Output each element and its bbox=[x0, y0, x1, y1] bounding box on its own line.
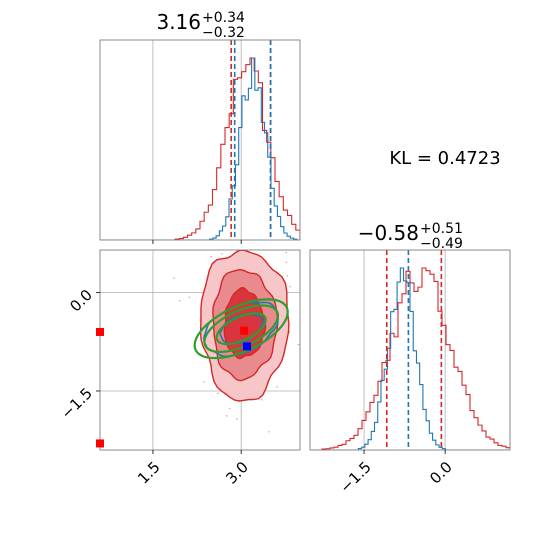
sample-dot bbox=[283, 235, 285, 237]
tick-label-param2-0: −1.5 bbox=[336, 458, 374, 496]
sample-dot bbox=[173, 277, 175, 279]
title-param2-lower: −0.49 bbox=[420, 236, 463, 252]
histogram-red-param2 bbox=[310, 267, 510, 450]
marker-0 bbox=[240, 326, 249, 335]
marker-2 bbox=[96, 327, 104, 336]
sample-dot bbox=[236, 418, 238, 420]
title-param1-value: 3.16 bbox=[156, 10, 201, 34]
histogram-panel-param2: −1.5 0.0 bbox=[309, 249, 511, 497]
sample-dot bbox=[221, 253, 223, 255]
title-param2-upper: +0.51 bbox=[420, 221, 463, 237]
sample-dot bbox=[276, 386, 278, 388]
frame-joint bbox=[99, 249, 301, 451]
sample-dot bbox=[245, 248, 247, 250]
sample-dot bbox=[285, 251, 287, 254]
sample-dot bbox=[197, 187, 199, 189]
sample-dot bbox=[268, 430, 270, 433]
histogram-blue-param1 bbox=[100, 57, 300, 240]
green-contour-1 bbox=[203, 304, 280, 354]
sample-dot bbox=[217, 392, 219, 395]
histogram-panel-param1 bbox=[99, 39, 301, 244]
sample-dot bbox=[188, 296, 191, 299]
title-param2: −0.58 +0.51 −0.49 bbox=[358, 221, 463, 252]
histogram-blue-param2 bbox=[310, 267, 510, 450]
tick-label-param2-1: 0.0 bbox=[426, 458, 456, 488]
sample-dot bbox=[316, 370, 318, 372]
sample-dot bbox=[178, 299, 181, 302]
sample-dot bbox=[246, 219, 248, 221]
marker-1 bbox=[243, 342, 252, 351]
sample-dot bbox=[285, 261, 288, 264]
sample-dot bbox=[226, 415, 228, 417]
title-param1: 3.16 +0.34 −0.32 bbox=[156, 10, 245, 41]
sample-dot bbox=[199, 235, 201, 237]
sample-dot bbox=[246, 212, 248, 214]
kl-annotation: KL = 0.4723 bbox=[389, 148, 500, 169]
sample-dot bbox=[256, 206, 258, 208]
frame-param1 bbox=[99, 39, 301, 241]
sample-dot bbox=[210, 255, 212, 258]
marker-3 bbox=[96, 439, 104, 448]
joint-tick-label-y-1: −1.5 bbox=[58, 384, 96, 422]
frame-param2 bbox=[309, 249, 511, 451]
green-contour-0 bbox=[215, 312, 267, 346]
joint-tick-label-y-0: 0.0 bbox=[66, 286, 96, 316]
sample-dot bbox=[246, 453, 248, 455]
sample-dot bbox=[302, 269, 304, 271]
title-param1-upper: +0.34 bbox=[202, 10, 245, 26]
histogram-red-param1 bbox=[100, 57, 300, 240]
sample-dot bbox=[261, 398, 263, 401]
sample-dot bbox=[211, 231, 213, 233]
joint-tick-label-x-0: 1.5 bbox=[134, 458, 164, 488]
sample-dot bbox=[289, 285, 291, 288]
sample-dot bbox=[297, 343, 300, 346]
title-param2-value: −0.58 bbox=[358, 221, 419, 245]
sample-dot bbox=[286, 275, 289, 277]
green-contour-2 bbox=[193, 298, 289, 360]
sample-dot bbox=[239, 246, 241, 248]
sample-dot bbox=[203, 381, 205, 383]
joint-panel: 1.5 3.0 0.0 −1.5 bbox=[58, 187, 318, 488]
title-param1-lower: −0.32 bbox=[202, 25, 245, 41]
sample-dot bbox=[265, 228, 267, 230]
sample-dot bbox=[228, 407, 231, 410]
joint-tick-label-x-1: 3.0 bbox=[222, 458, 252, 488]
sample-dot bbox=[253, 218, 255, 220]
